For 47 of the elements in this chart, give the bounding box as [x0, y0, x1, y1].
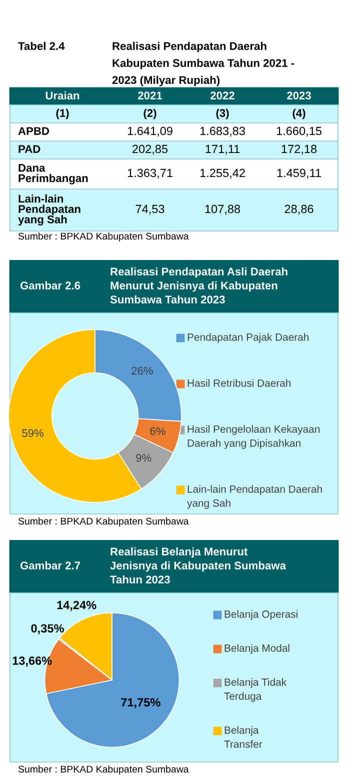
- data-label: 0,35%: [31, 624, 64, 634]
- legend-label: Belanja Operasi: [224, 610, 298, 620]
- data-label: 6%: [150, 427, 166, 436]
- text: 1.683,83: [200, 126, 245, 137]
- data-label: 26%: [132, 366, 153, 375]
- text: (3): [216, 108, 229, 120]
- text: 202,85: [132, 144, 168, 155]
- text: 1.459,11: [277, 168, 321, 179]
- chart-title: Realisasi Pendapatan Asli Daerah Menurut Jenisnya di Kabupaten Sumbawa Tahun 2023: [110, 267, 288, 304]
- data-label: 71,75%: [121, 698, 160, 708]
- text: 171,11: [206, 144, 240, 155]
- legend-label: Lain-lain Pendapatan Daerah yang Sah: [187, 485, 322, 509]
- text: 74,53: [136, 204, 164, 215]
- text: 1.641,09: [128, 126, 172, 137]
- text: 28,86: [284, 204, 314, 215]
- legend-label: Belanja Tidak Terduga: [224, 678, 287, 702]
- category-label: PAD: [18, 145, 40, 153]
- text: 1.660,15: [276, 126, 322, 137]
- text: Sumber : BPKAD Kabupaten Sumbawa: [18, 517, 189, 527]
- legend-label: Hasil Pengelolaan Kekayaan Daerah yang Dipisahkan: [188, 425, 320, 449]
- category-label: (1): [56, 108, 69, 120]
- category-label: Dana Perimbangan: [18, 164, 88, 184]
- legend-label: Pendapatan Pajak Daerah: [188, 333, 309, 343]
- data-label: 9%: [136, 454, 152, 462]
- legend-label: Belanja Transfer: [224, 726, 262, 748]
- category-label: 2021: [138, 92, 162, 100]
- text: Sumber : BPKAD Kabupaten Sumbawa: [18, 765, 189, 775]
- category-label: Uraian: [46, 91, 80, 100]
- text: (2): [144, 108, 156, 120]
- text: (4): [292, 108, 306, 120]
- data-label: 59%: [22, 429, 44, 438]
- category-label: Lain-lain Pendapatan yang Sah: [18, 194, 80, 226]
- text: 172,18: [282, 144, 317, 155]
- category-label: 2022: [210, 92, 234, 100]
- legend-label: Hasil Retribusi Daerah: [188, 379, 291, 387]
- category-label: APBD: [18, 127, 50, 135]
- chart-title: Tabel 2.4 Realisasi Pendapatan Daerah Kabupaten Sumbawa Tahun 2021 - 2023 (Milyar Rupiah): [18, 42, 294, 86]
- text: 107,88: [205, 204, 240, 215]
- text: Sumber : BPKAD Kabupaten Sumbawa: [18, 232, 189, 242]
- data-label: 14,24%: [57, 600, 96, 611]
- text: 1.255,42: [200, 168, 245, 179]
- category-label: 2023: [287, 92, 311, 100]
- chart-subtitle: Gambar 2.6: [20, 281, 80, 290]
- chart-title: Realisasi Belanja Menurut Jenisnya di Kabupaten Sumbawa Tahun 2023: [110, 547, 286, 584]
- text: 1.363,71: [128, 168, 172, 179]
- chart-subtitle: Gambar 2.7: [20, 561, 80, 570]
- legend-label: Belanja Modal: [224, 644, 290, 654]
